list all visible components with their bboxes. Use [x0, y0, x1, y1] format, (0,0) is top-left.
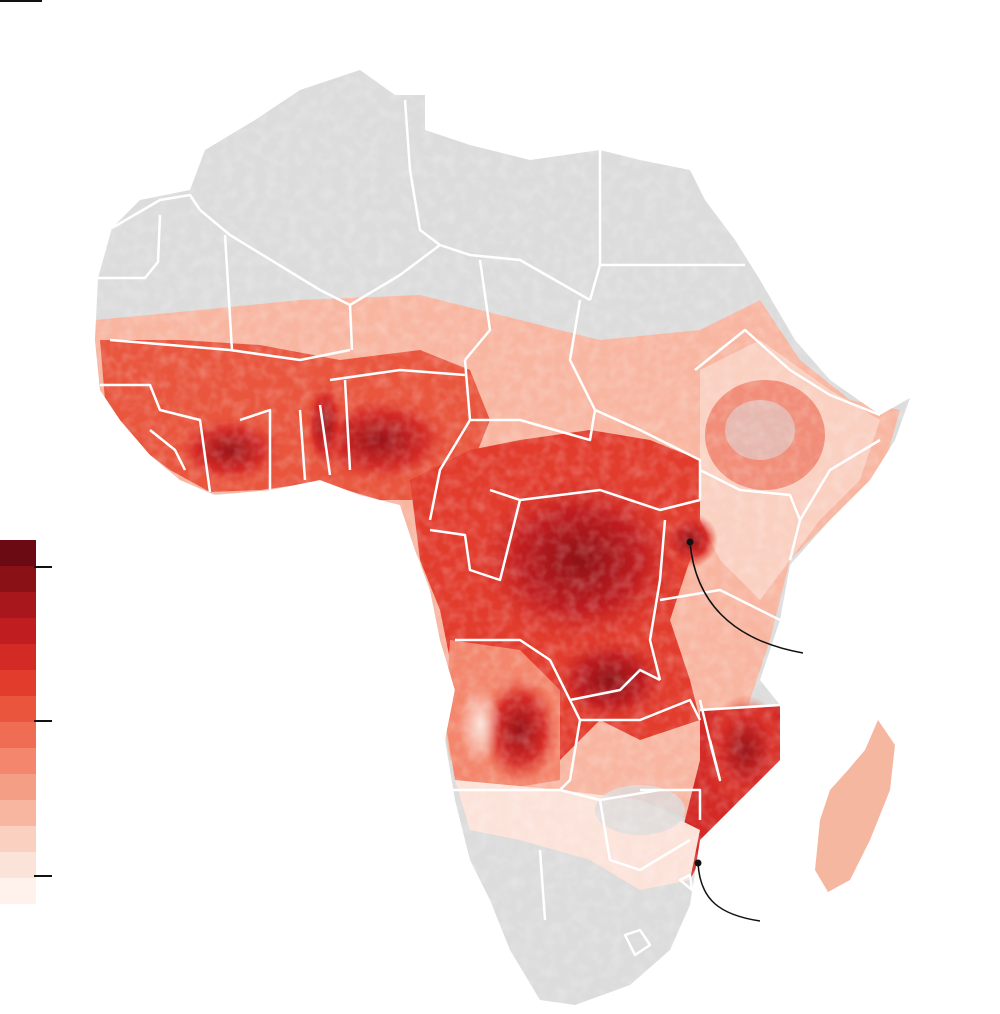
border-eswatini — [678, 873, 694, 892]
border-congo — [429, 499, 522, 582]
border-west-1 — [100, 383, 212, 493]
callout-leaders — [689, 541, 804, 922]
legend-swatch-5 — [0, 670, 36, 696]
east-africa-callout-dot — [686, 538, 694, 546]
border-west-6 — [343, 379, 352, 471]
border-namibia-sa — [538, 849, 547, 921]
color-legend — [0, 540, 36, 904]
legend-swatch-10 — [0, 800, 36, 826]
legend-tick-mid — [34, 720, 52, 722]
mozambique-callout — [697, 862, 761, 922]
border-algeria-libya — [403, 99, 441, 246]
border-algeria-south — [199, 209, 441, 307]
legend-swatch-2 — [0, 592, 36, 618]
legend-swatch-11 — [0, 826, 36, 852]
border-zambia-south — [580, 698, 702, 722]
border-zimbabwe — [640, 788, 702, 820]
border-sudan-chad — [568, 299, 597, 411]
border-south-sudan — [594, 408, 702, 500]
legend-swatch-12 — [0, 852, 36, 878]
legend-swatch-8 — [0, 748, 36, 774]
legend-tick-low — [34, 875, 52, 877]
border-western-sahara — [98, 214, 162, 280]
border-drc-east — [648, 519, 667, 681]
border-west-5 — [318, 404, 332, 476]
mozambique-callout-dot — [694, 859, 702, 867]
border-drc-north — [489, 488, 701, 512]
border-kenya — [699, 468, 802, 561]
border-sahel-west — [109, 338, 351, 362]
border-morocco-algeria — [111, 193, 202, 230]
top-rule — [0, 0, 42, 2]
border-chad-niger — [464, 259, 492, 361]
border-libya-south — [439, 243, 591, 302]
madagascar-landmass — [815, 720, 895, 892]
border-nigeria-north — [329, 368, 466, 382]
legend-swatch-0 — [0, 540, 36, 566]
border-ethiopia — [694, 328, 881, 417]
border-lesotho — [623, 928, 652, 957]
border-cameroon — [428, 359, 472, 521]
legend-swatch-13 — [0, 878, 36, 904]
border-sahel-east — [348, 304, 354, 351]
country-borders — [98, 99, 881, 957]
border-west-4 — [298, 409, 307, 481]
border-malawi — [698, 699, 722, 782]
border-west-3 — [239, 408, 272, 490]
legend-swatch-3 — [0, 618, 36, 644]
legend-swatch-7 — [0, 722, 36, 748]
border-mozambique — [699, 703, 781, 712]
legend-swatch-4 — [0, 644, 36, 670]
border-mali-mauritania — [223, 234, 234, 351]
legend-tick-high — [34, 566, 52, 568]
border-car — [470, 409, 597, 442]
border-west-2 — [149, 429, 187, 471]
legend-swatch-6 — [0, 696, 36, 722]
border-angola-zambia — [559, 699, 582, 791]
legend-swatch-1 — [0, 566, 36, 592]
legend-swatch-9 — [0, 774, 36, 800]
legend-ramp — [0, 540, 36, 904]
east-africa-callout — [689, 541, 804, 654]
border-somalia — [798, 438, 881, 521]
border-namibia — [450, 788, 661, 802]
border-tanzania — [659, 588, 781, 622]
border-botswana — [598, 799, 691, 872]
